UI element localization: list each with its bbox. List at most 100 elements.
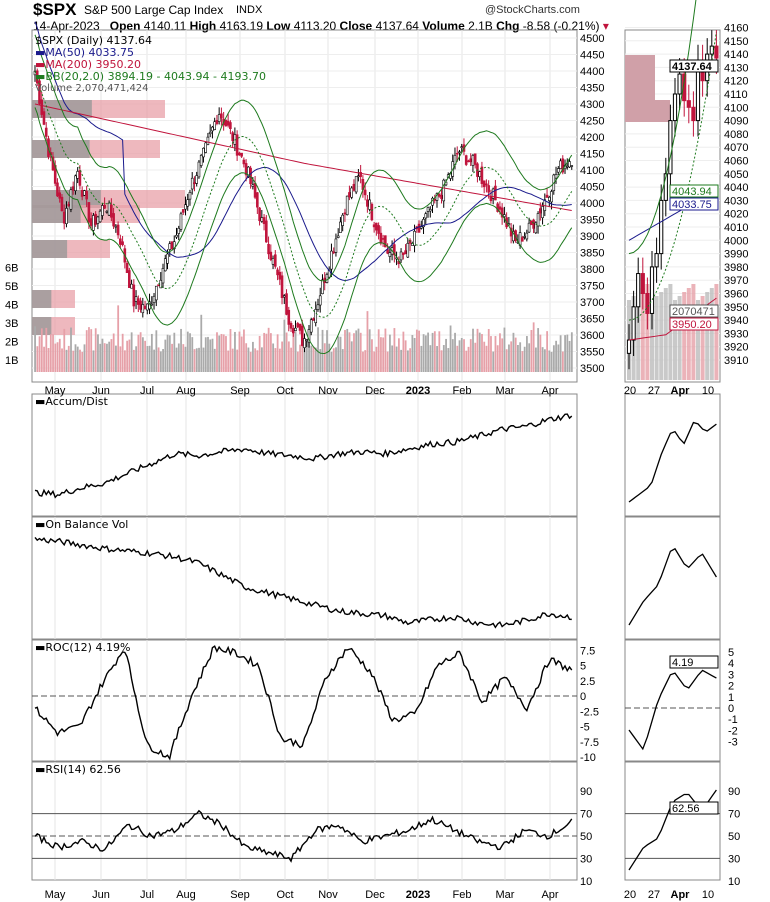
- volume-by-price-bar: [32, 140, 90, 158]
- candle-body: [287, 309, 291, 325]
- candle-body: [60, 196, 64, 212]
- side-volume-bar: [714, 284, 719, 380]
- candle-body: [527, 222, 531, 233]
- side-y-tick-label: 3940: [724, 315, 748, 327]
- volume-bar: [263, 332, 266, 372]
- volume-bar: [135, 346, 138, 372]
- candle-body: [145, 303, 149, 311]
- candle-body: [269, 251, 273, 260]
- candle-body: [132, 284, 136, 307]
- volume-bar: [557, 344, 560, 372]
- candle-body: [71, 186, 75, 191]
- volume-bar: [377, 329, 380, 372]
- side-panel-frame: [624, 29, 721, 383]
- candle-body: [98, 210, 102, 223]
- candle-body: [260, 217, 264, 222]
- roc-tick-label: -10: [580, 752, 596, 764]
- volume-bar: [249, 351, 252, 372]
- volume-tick-label: 4B: [5, 300, 18, 312]
- volume-bar: [285, 332, 288, 372]
- side-value-tag-text: 4043.94: [672, 186, 712, 198]
- volume-bar: [236, 349, 239, 372]
- side-candle-body: [631, 306, 636, 341]
- candle-body: [181, 209, 185, 213]
- volume-bar: [568, 340, 571, 372]
- rsi-line: [34, 809, 573, 863]
- candle-body: [424, 213, 428, 219]
- candle-body: [166, 253, 169, 264]
- volume-bar: [570, 332, 573, 372]
- legend-roc: ▬ROC(12) 4.19%: [35, 641, 131, 654]
- side-y-tick-label: 4050: [724, 169, 748, 181]
- volume-bar: [514, 337, 517, 372]
- volume-bar: [523, 346, 526, 372]
- volume-bar: [348, 332, 351, 372]
- x-tick-label: Aug: [176, 889, 196, 901]
- volume-bar: [267, 327, 270, 372]
- x-tick-label: Sep: [230, 889, 250, 901]
- candle-body: [229, 122, 232, 129]
- side-rsi-tick-label: 30: [728, 853, 740, 865]
- candle-body: [74, 175, 77, 192]
- side-y-tick-label: 4090: [724, 116, 748, 128]
- y-tick-label: 4350: [580, 83, 604, 95]
- symbol: $SPX: [33, 0, 77, 19]
- volume-bar: [366, 311, 369, 372]
- candle-body: [152, 295, 156, 303]
- side-y-tick-label: 4040: [724, 182, 748, 194]
- side-x-tick-label: 20: [624, 385, 636, 397]
- volume-bar: [371, 339, 373, 372]
- candle-body: [300, 325, 304, 346]
- side-roc-tick-label: -3: [728, 737, 738, 749]
- candle-body: [114, 225, 118, 228]
- side-y-tick-label: 3950: [724, 302, 748, 314]
- roc-tick-label: 5: [580, 661, 586, 673]
- side-volume-bar: [640, 288, 645, 380]
- y-tick-label: 3900: [580, 231, 604, 243]
- candle-body: [494, 185, 497, 201]
- candle-body: [107, 202, 111, 216]
- volume-bar: [355, 330, 358, 372]
- candle-body: [523, 236, 526, 238]
- volume-bar: [431, 332, 434, 372]
- volume-bar: [433, 331, 436, 372]
- volume-bar: [436, 346, 438, 372]
- volume-bar: [357, 328, 360, 372]
- side-volume-bar: [691, 284, 696, 380]
- volume-bar: [256, 350, 259, 372]
- volume-bar: [254, 348, 257, 372]
- side-x-tick-label: Apr: [671, 385, 691, 397]
- candle-body: [534, 222, 538, 234]
- volume-bar: [537, 328, 540, 372]
- candle-body: [541, 206, 544, 219]
- candle-body: [487, 185, 490, 193]
- candle-body: [224, 119, 228, 127]
- candle-body: [464, 155, 468, 165]
- volume-bar: [229, 329, 232, 372]
- candle-body: [296, 323, 300, 328]
- side-candle-body: [686, 100, 691, 108]
- side-y-tick-label: 4120: [724, 76, 748, 88]
- volume-by-price-bar: [32, 290, 52, 308]
- volume-bar: [213, 348, 216, 372]
- candle-body: [92, 215, 95, 231]
- volume-bar: [424, 335, 427, 372]
- volume-bar: [49, 334, 52, 372]
- candle-body: [332, 251, 335, 254]
- candle-body: [240, 152, 243, 157]
- side-indicator-line: [628, 421, 717, 503]
- volume-bar: [166, 334, 169, 372]
- candle-body: [80, 190, 84, 197]
- volume-bar: [456, 345, 459, 372]
- candle-body: [348, 192, 351, 198]
- volume-bar: [252, 341, 254, 372]
- side-roc-tick-label: 2: [728, 681, 734, 693]
- volume-bar: [521, 351, 524, 372]
- side-y-tick-label: 3910: [724, 355, 748, 367]
- volume-bar: [326, 330, 328, 372]
- candle-body: [336, 235, 340, 238]
- volume-bar: [490, 336, 492, 372]
- volume-bar: [460, 338, 463, 372]
- side-candle-body: [645, 293, 650, 314]
- volume-bar: [499, 333, 501, 372]
